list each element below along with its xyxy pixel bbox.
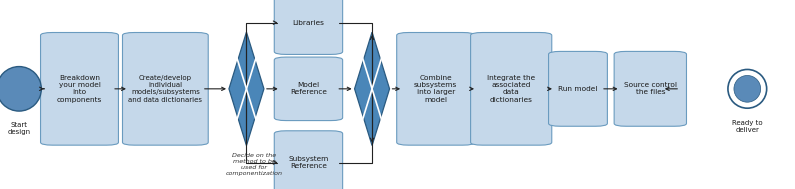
FancyBboxPatch shape [274,131,343,189]
Polygon shape [229,32,264,146]
FancyBboxPatch shape [274,0,343,54]
Text: Libraries: Libraries [293,20,324,26]
FancyBboxPatch shape [397,33,475,145]
Text: Model
Reference: Model Reference [290,82,327,95]
FancyBboxPatch shape [549,51,607,126]
FancyBboxPatch shape [274,57,343,121]
FancyBboxPatch shape [471,33,552,145]
Text: Breakdown
your model
into
components: Breakdown your model into components [57,75,102,103]
Text: Decide on the
method to be
used for
componentization: Decide on the method to be used for comp… [226,153,283,176]
Text: Run model: Run model [558,86,598,92]
Text: Source control
the files: Source control the files [624,82,677,95]
FancyBboxPatch shape [614,51,686,126]
Polygon shape [355,32,390,146]
Ellipse shape [0,67,41,111]
Ellipse shape [734,75,761,102]
Text: Create/develop
individual
models/subsystems
and data dictionaries: Create/develop individual models/subsyst… [128,75,203,103]
Text: Ready to
deliver: Ready to deliver [732,119,762,132]
Text: Combine
subsystems
into larger
model: Combine subsystems into larger model [414,75,457,103]
Text: Start
design: Start design [7,122,31,136]
Ellipse shape [728,70,766,108]
FancyBboxPatch shape [41,33,118,145]
Text: Subsystem
Reference: Subsystem Reference [289,156,328,169]
Text: Integrate the
associated
data
dictionaries: Integrate the associated data dictionari… [487,75,535,103]
FancyBboxPatch shape [122,33,208,145]
